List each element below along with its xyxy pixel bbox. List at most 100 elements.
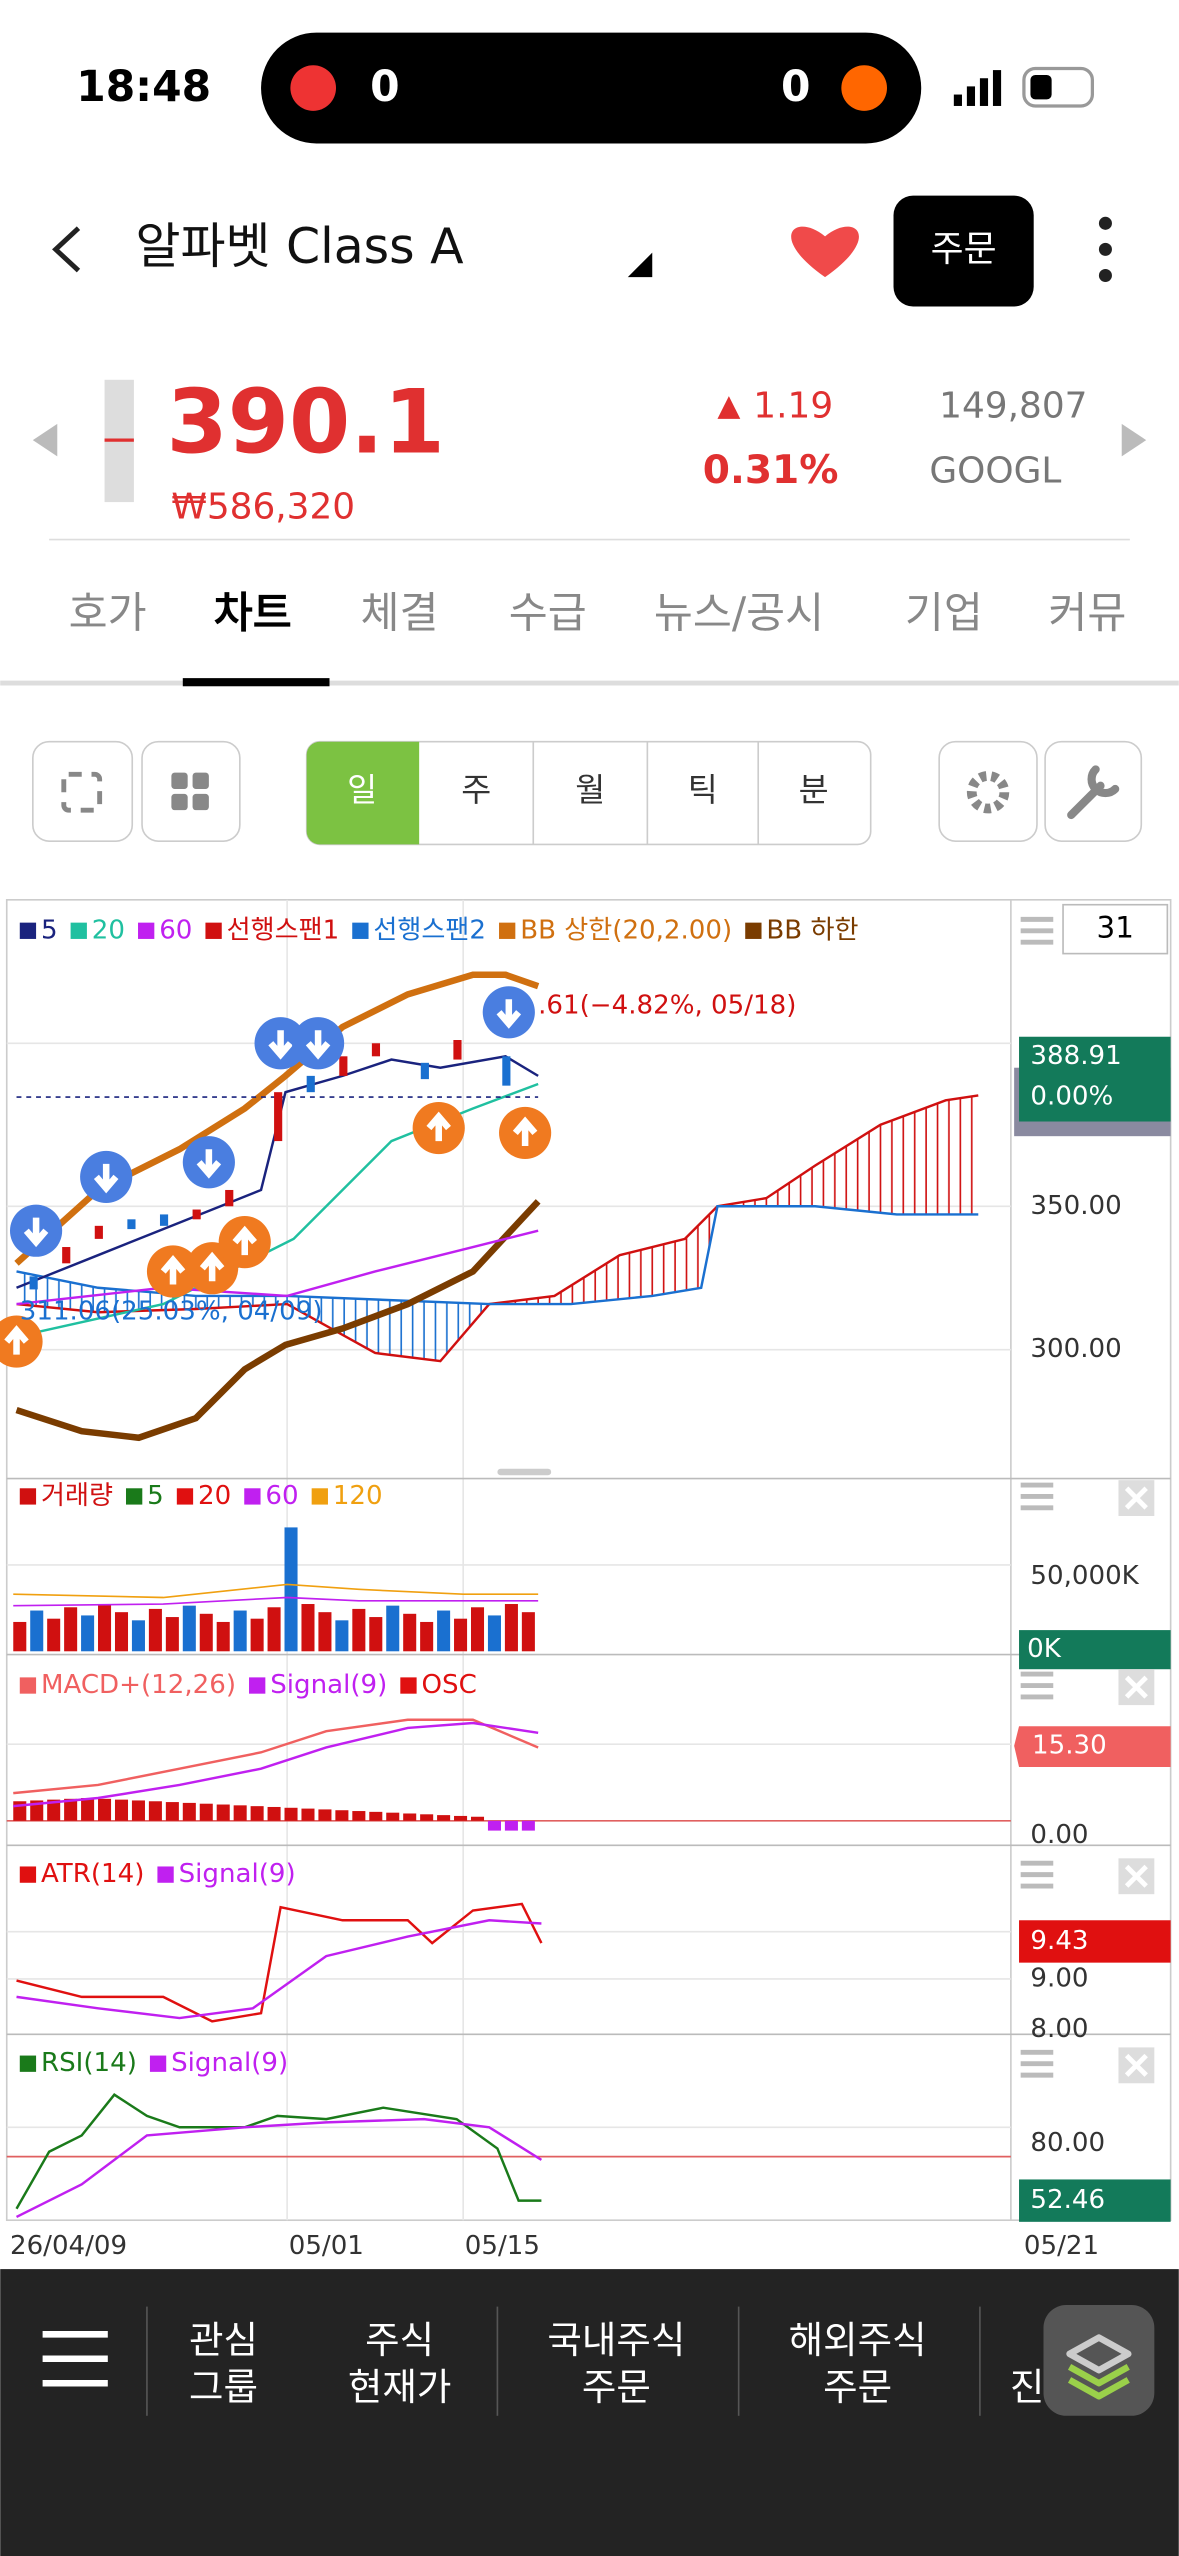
current-price: 390.1 xyxy=(166,371,444,474)
atr-signal xyxy=(16,1919,542,2020)
tab-bar: 호가 차트 체결 수급 뉴스/공시 기업 커뮤 xyxy=(69,589,1127,638)
dynamic-island xyxy=(261,32,922,144)
up-triangle xyxy=(717,396,741,419)
prev-arrow[interactable] xyxy=(32,423,58,457)
marker-arrow xyxy=(232,1225,257,1256)
macd-badge-text: 15.30 xyxy=(1032,1730,1107,1760)
more-menu[interactable] xyxy=(1098,216,1112,283)
volume-bar xyxy=(369,1617,383,1652)
tab[interactable]: 커뮤 xyxy=(1048,589,1126,638)
marker-arrow xyxy=(512,1116,538,1146)
legend-swatch xyxy=(19,1677,37,1694)
osc-bar xyxy=(487,1820,501,1831)
marker-arrow xyxy=(93,1163,119,1194)
tab[interactable]: 뉴스/공시 xyxy=(654,589,824,638)
dropdown-icon[interactable] xyxy=(627,252,653,278)
rsi-signal xyxy=(15,2117,543,2219)
osc-bar xyxy=(250,1806,264,1821)
nav-item[interactable]: 그룹 xyxy=(189,2365,258,2409)
osc-bar xyxy=(131,1800,145,1821)
resize-handle[interactable] xyxy=(497,1468,552,1476)
nav-item[interactable]: 주문 xyxy=(823,2365,892,2409)
tab-active[interactable]: 차트 xyxy=(214,589,292,638)
panel-dividers xyxy=(6,1477,1171,2036)
layers-button[interactable] xyxy=(1043,2304,1155,2416)
volume-ma xyxy=(13,1583,539,1599)
volume-bar xyxy=(487,1615,501,1652)
osc-bar xyxy=(165,1802,179,1821)
nav-item[interactable]: 주식 xyxy=(365,2318,434,2362)
osc-bar xyxy=(318,1809,332,1821)
wrench-icon xyxy=(1067,765,1120,820)
count: 31 xyxy=(1097,911,1134,945)
marker-arrow xyxy=(23,1217,49,1248)
team-logo xyxy=(290,65,337,111)
volume-bar xyxy=(114,1612,129,1652)
legend-swatch xyxy=(125,1488,143,1505)
legend-label: ATR(14) xyxy=(41,1859,144,1889)
legend-label: Signal(9) xyxy=(171,2048,288,2078)
status-time: 18:48 xyxy=(76,62,211,111)
nav-item[interactable]: 진 xyxy=(1010,2365,1044,2409)
price-krw: ₩586,320 xyxy=(171,487,355,528)
osc-bar xyxy=(504,1820,518,1831)
macd-line xyxy=(13,1718,539,1795)
osc-bar xyxy=(454,1815,468,1821)
date-label: 26/04/09 xyxy=(10,2231,127,2261)
count-box[interactable] xyxy=(1062,903,1169,955)
nav-item[interactable]: 국내주식 xyxy=(547,2318,685,2362)
period[interactable]: 틱 xyxy=(688,771,718,809)
nav-item[interactable]: 현재가 xyxy=(348,2365,451,2409)
nav-item[interactable]: 관심 xyxy=(189,2318,258,2362)
period[interactable]: 일 xyxy=(347,771,377,809)
legend-label: 60 xyxy=(265,1481,298,1511)
high-annotation: .61(−4.82%, 05/18) xyxy=(538,990,796,1020)
volume-bar xyxy=(454,1618,468,1652)
favorite-heart[interactable] xyxy=(791,226,859,278)
legend-label: 5 xyxy=(41,915,58,945)
legend-swatch xyxy=(745,922,762,939)
osc-bar xyxy=(199,1803,213,1821)
legend-label: BB 하한 xyxy=(766,915,858,945)
tab[interactable]: 수급 xyxy=(509,589,587,638)
legend-label: Signal(9) xyxy=(270,1670,387,1700)
period-active[interactable] xyxy=(306,741,420,845)
period[interactable]: 분 xyxy=(799,771,829,809)
battery-level xyxy=(1030,74,1052,100)
volume-bar xyxy=(250,1618,264,1652)
legend-swatch xyxy=(19,1866,37,1883)
tab[interactable]: 호가 xyxy=(69,589,147,638)
period[interactable]: 주 xyxy=(461,771,491,809)
legend-label: 거래량 xyxy=(41,1481,113,1511)
volume: 149,807 xyxy=(939,386,1087,427)
volume-bar xyxy=(216,1621,230,1652)
cloud-up xyxy=(489,1095,979,1305)
chart-frame xyxy=(5,899,1172,2222)
legend-swatch xyxy=(499,922,516,939)
legend-swatch xyxy=(352,922,369,939)
battery-icon xyxy=(1022,66,1095,108)
period[interactable]: 월 xyxy=(575,771,605,809)
layout-button[interactable] xyxy=(141,740,241,842)
nav-item[interactable]: 주문 xyxy=(582,2365,651,2409)
osc-bar xyxy=(284,1807,298,1821)
settings-button[interactable] xyxy=(938,740,1038,842)
tab[interactable]: 기업 xyxy=(905,589,983,638)
team-logo xyxy=(841,65,887,111)
panel-icons xyxy=(1020,916,1155,2084)
volume-bar xyxy=(267,1607,281,1652)
order-button[interactable] xyxy=(893,195,1034,307)
change-percent: 0.31% xyxy=(703,448,839,493)
legend-label: 선행스팬2 xyxy=(373,915,486,945)
grid-icon xyxy=(171,772,209,811)
next-arrow[interactable] xyxy=(1121,423,1147,457)
osc-bar xyxy=(98,1798,112,1821)
osc-bar xyxy=(81,1798,95,1821)
menu-icon[interactable] xyxy=(42,2331,108,2387)
capture-button[interactable] xyxy=(32,740,134,842)
nav-item[interactable]: 해외주식 xyxy=(789,2318,927,2362)
back-button[interactable] xyxy=(52,226,81,273)
tab[interactable]: 체결 xyxy=(360,589,438,638)
marker-arrow xyxy=(4,1325,29,1355)
